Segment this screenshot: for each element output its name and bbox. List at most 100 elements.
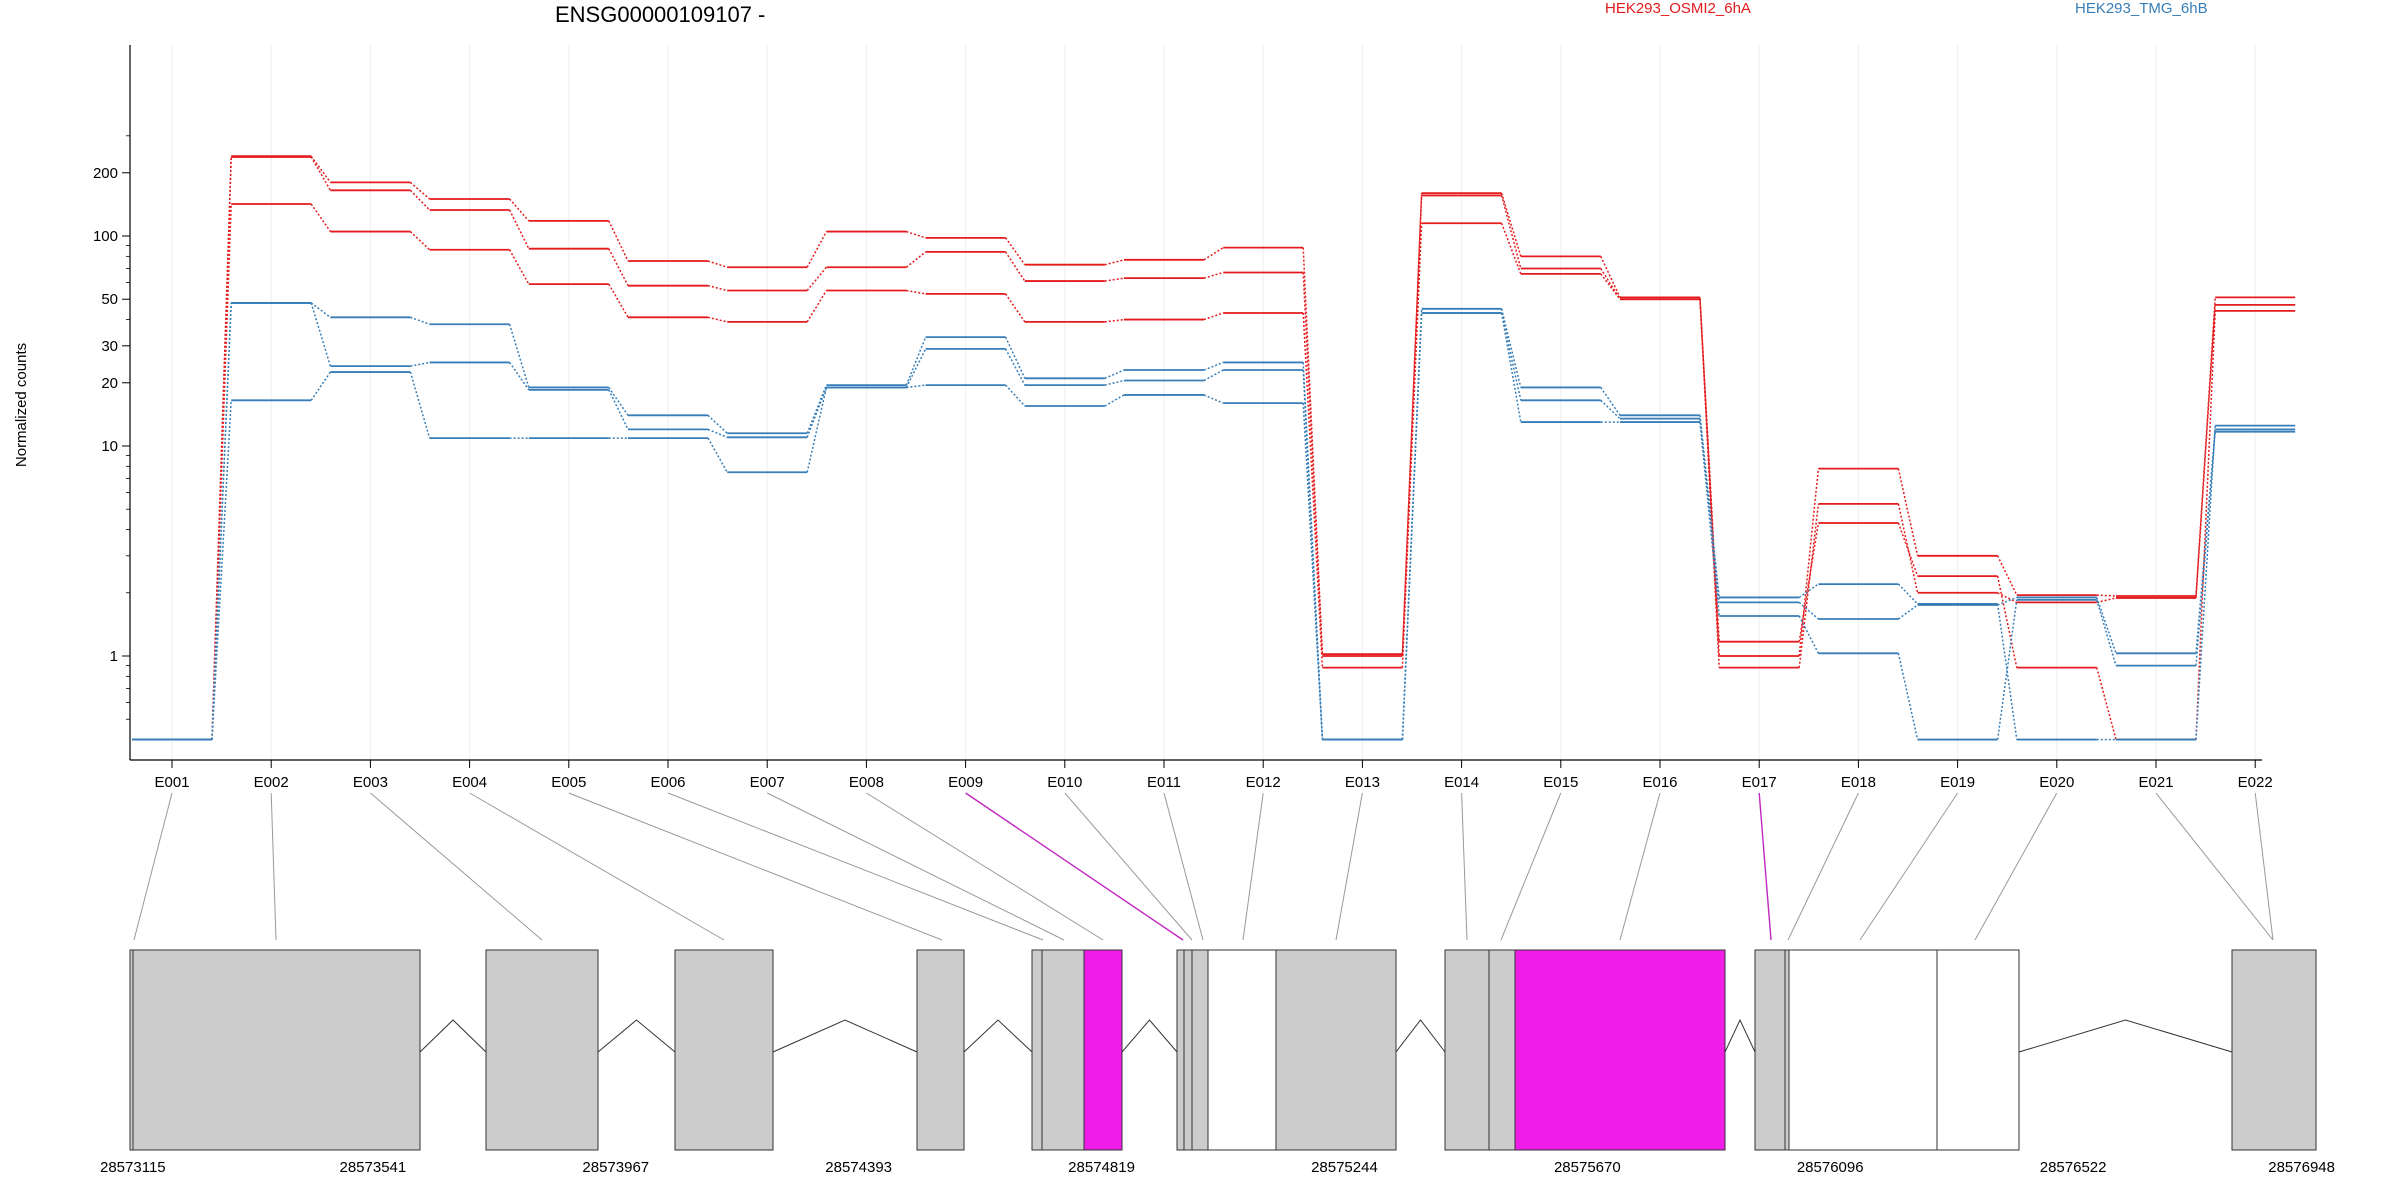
series-connector	[1104, 379, 1125, 386]
x-tick-label: E017	[1742, 774, 1777, 791]
exon-connector-line	[1787, 792, 1859, 941]
x-tick-label: E009	[948, 774, 983, 791]
exon-connector-line	[1461, 792, 1468, 941]
x-tick-label: E008	[849, 774, 884, 791]
series-connector	[1699, 299, 1720, 642]
x-tick-label: E004	[452, 774, 487, 791]
exon-connector-line	[866, 792, 1104, 941]
series-connector	[1104, 318, 1125, 323]
y-tick-label: 30	[101, 338, 118, 355]
coordinate-label: 28573967	[582, 1159, 649, 1176]
exon-connector-line	[1064, 792, 1193, 941]
series-connector	[2195, 425, 2216, 740]
exon-connector-line	[270, 792, 277, 941]
exon-block	[1754, 949, 1786, 1151]
exon-block	[1788, 949, 1938, 1151]
coordinate-label: 28575670	[1554, 1159, 1621, 1176]
series-connector	[2096, 599, 2117, 666]
exon-connector-line	[133, 792, 173, 941]
exon-connector-line	[1335, 792, 1363, 941]
exon-connectors	[133, 792, 2274, 941]
series-connector	[1302, 403, 1324, 740]
exon-block	[2231, 949, 2317, 1151]
intron-line	[597, 1019, 676, 1053]
series-connector	[1699, 418, 1720, 603]
series-connector	[1600, 256, 1621, 298]
series-connector	[1897, 583, 1919, 605]
series-connector	[310, 203, 332, 232]
series-connector	[1500, 192, 1522, 257]
y-tick-label: 1	[110, 648, 118, 665]
series-connector	[1997, 592, 2018, 604]
x-tick-label: E011	[1147, 774, 1181, 791]
series-connector	[2096, 594, 2117, 597]
series-connector	[2195, 431, 2216, 666]
x-tick-label: E003	[353, 774, 388, 791]
series-connector	[508, 362, 530, 391]
x-gridlines	[171, 45, 2256, 760]
series-connector	[1005, 384, 1026, 407]
series-connector	[1004, 237, 1026, 266]
y-tick-label: 50	[101, 291, 118, 308]
series-connector	[1798, 615, 1820, 654]
series-connector	[906, 384, 926, 389]
intron-line	[419, 1019, 487, 1053]
y-axis-label: Normalized counts	[13, 343, 30, 467]
intron-line	[1395, 1019, 1446, 1053]
x-tick-label: E005	[551, 774, 586, 791]
series-connector	[310, 302, 332, 367]
series-connector	[1500, 308, 1522, 388]
exon-connector-line	[1859, 792, 1959, 941]
coordinate-label: 28576522	[2040, 1159, 2107, 1176]
series-connector	[806, 290, 828, 323]
series-connector	[608, 283, 629, 318]
series-connector	[906, 230, 926, 239]
series-connector	[608, 220, 629, 262]
series-connector	[1401, 193, 1423, 655]
intron-line	[2018, 1019, 2233, 1053]
series-connector	[1798, 522, 1820, 642]
series-connector	[1600, 273, 1621, 300]
intron-line	[963, 1019, 1033, 1053]
series-connector	[1500, 312, 1522, 401]
coordinate-label: 28573115	[100, 1159, 166, 1176]
series-connector	[707, 260, 728, 268]
y-tick-label: 10	[101, 438, 118, 455]
series-connector	[1004, 336, 1026, 379]
series-connector	[1401, 312, 1423, 740]
x-tick-label: E010	[1047, 774, 1082, 791]
series-connector	[806, 387, 828, 438]
exon-block	[1936, 949, 2020, 1151]
coordinate-label: 28576096	[1797, 1159, 1864, 1176]
series-connector	[1004, 293, 1026, 323]
coordinate-label: 28574393	[825, 1159, 892, 1176]
series-3	[132, 203, 2296, 741]
series-connector	[1600, 387, 1621, 416]
series-connector	[806, 266, 827, 292]
series-connector	[1798, 601, 1819, 620]
series-connector	[608, 389, 629, 430]
x-tick-label: E007	[750, 774, 785, 791]
x-tick-label: E012	[1246, 774, 1281, 791]
series-connector	[1203, 361, 1224, 371]
exon-block	[1514, 949, 1726, 1151]
series-connector	[508, 249, 530, 285]
series-connector	[2096, 597, 2117, 604]
x-tick-label: E002	[254, 774, 289, 791]
series-connector	[1104, 369, 1125, 380]
exon-block	[1207, 949, 1277, 1151]
series-lines	[132, 155, 2296, 741]
exon-block	[916, 949, 965, 1151]
series-connector	[707, 414, 728, 434]
series-connector	[211, 400, 232, 740]
series-connector	[410, 361, 430, 367]
x-tick-label: E018	[1841, 774, 1876, 791]
series-connector	[806, 387, 828, 473]
intron-line	[1121, 1019, 1178, 1053]
series-connector	[310, 156, 332, 191]
series-connector	[1004, 348, 1026, 386]
series-connector	[1004, 251, 1026, 282]
series-connector	[2195, 297, 2216, 597]
series-connector	[1104, 277, 1125, 282]
genomic-coordinate-axis: 28573115 28573541 28573967 28574393 28574819…	[100, 1159, 2335, 1176]
